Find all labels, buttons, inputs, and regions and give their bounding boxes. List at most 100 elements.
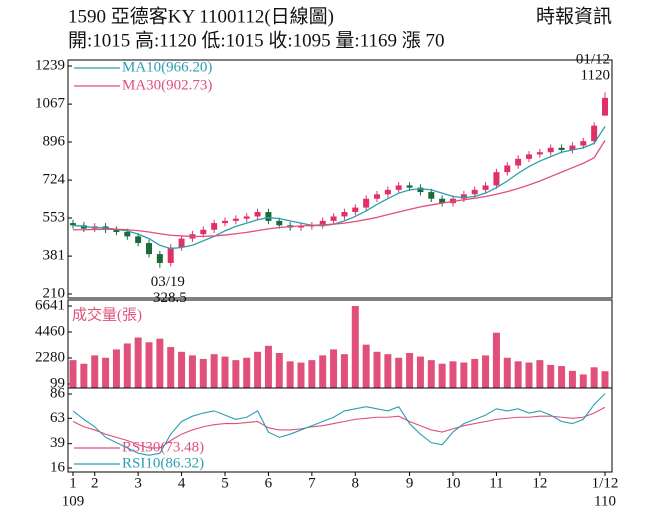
bar <box>503 357 511 388</box>
bar <box>199 358 207 388</box>
y-tick-label: 553 <box>43 209 66 225</box>
bar <box>286 361 294 388</box>
bar <box>340 354 348 388</box>
bar <box>319 355 327 388</box>
candle-body <box>515 158 522 166</box>
bar <box>471 358 479 388</box>
bar <box>525 362 533 388</box>
bar <box>536 360 544 388</box>
x-tick-label: 5 <box>221 475 229 491</box>
y-tick-label: 1239 <box>35 57 65 73</box>
line <box>72 393 606 456</box>
bar <box>112 349 120 388</box>
bar <box>297 362 305 388</box>
candle-body <box>254 212 261 217</box>
bar <box>416 356 424 388</box>
candle-body <box>232 218 239 221</box>
bar <box>590 367 598 388</box>
x-tick-label: 4 <box>178 475 186 491</box>
annotation: 1120 <box>581 67 610 83</box>
line <box>72 126 606 250</box>
bar <box>134 337 142 388</box>
candle-body <box>243 216 250 219</box>
candle-body <box>276 220 283 226</box>
y-tick-label: 16 <box>50 459 66 475</box>
candle-body <box>569 145 576 150</box>
bar <box>232 360 240 388</box>
line <box>72 406 606 449</box>
x-tick-label: 6 <box>265 475 273 491</box>
year-label: 109 <box>62 493 85 509</box>
y-tick-label: 39 <box>50 435 65 451</box>
bar <box>406 352 414 388</box>
bar <box>210 354 218 388</box>
candle-body <box>319 220 326 226</box>
y-tick-label: 86 <box>50 385 66 401</box>
candle-body <box>439 198 446 204</box>
candle-body <box>167 247 174 263</box>
candle-body <box>363 198 370 208</box>
y-tick-label: 381 <box>43 248 66 264</box>
bar <box>188 355 196 388</box>
bar <box>579 374 587 388</box>
y-tick-label: 724 <box>43 172 66 188</box>
bar <box>102 357 110 388</box>
bar <box>384 354 392 388</box>
candle-body <box>341 212 348 217</box>
y-tick-label: 4460 <box>35 323 65 339</box>
candle-body <box>124 231 131 237</box>
y-tick-label: 210 <box>43 285 66 301</box>
panel-frame <box>67 387 613 473</box>
candle-body <box>70 223 76 226</box>
x-tick-label: 11 <box>489 475 503 491</box>
bar <box>395 357 403 388</box>
quote: 開:1015 高:1120 低:1015 收:1095 量:1169 漲 70 <box>68 29 444 51</box>
bar <box>145 342 153 388</box>
candle-body <box>417 187 424 193</box>
y-tick-label: 1067 <box>35 96 66 112</box>
bar <box>492 332 500 388</box>
x-tick-label: 9 <box>406 475 414 491</box>
x-tick-label: 2 <box>91 475 99 491</box>
y-tick-label: 2280 <box>35 349 65 365</box>
bar <box>482 355 490 388</box>
candle-body <box>298 226 304 228</box>
bar <box>91 355 99 388</box>
candle-body <box>330 216 337 221</box>
panel-frame <box>67 59 613 299</box>
candle-body <box>384 189 391 195</box>
candle-body <box>591 125 598 142</box>
bar <box>427 360 435 388</box>
bar <box>243 357 251 388</box>
bar <box>80 363 88 388</box>
year-label: 110 <box>594 493 616 509</box>
candle-body <box>135 236 142 244</box>
candle-body <box>471 189 478 195</box>
x-tick-label: 3 <box>134 475 142 491</box>
bar <box>156 338 164 388</box>
bar <box>547 364 555 388</box>
candle-body <box>526 154 532 159</box>
candle-body <box>211 223 218 230</box>
bar <box>123 343 131 388</box>
bar <box>351 306 359 388</box>
candle-body <box>536 152 543 155</box>
candle-body <box>222 220 228 224</box>
y-tick-label: 63 <box>50 410 65 426</box>
bar <box>373 351 381 388</box>
x-tick-label: 12 <box>532 475 547 491</box>
bar <box>178 351 186 388</box>
bar <box>460 362 468 388</box>
bar <box>221 356 229 388</box>
candle-body <box>352 207 359 213</box>
candle-body <box>493 172 500 186</box>
title: 1590 亞德客KY 1100112(日線圖) <box>68 5 334 27</box>
annotation: 328.5 <box>153 290 187 306</box>
y-tick-label: 6641 <box>35 297 65 313</box>
candle-body <box>428 192 435 199</box>
bar <box>69 360 77 388</box>
bar <box>568 370 576 388</box>
bar <box>514 361 522 388</box>
candle-body <box>406 185 413 188</box>
